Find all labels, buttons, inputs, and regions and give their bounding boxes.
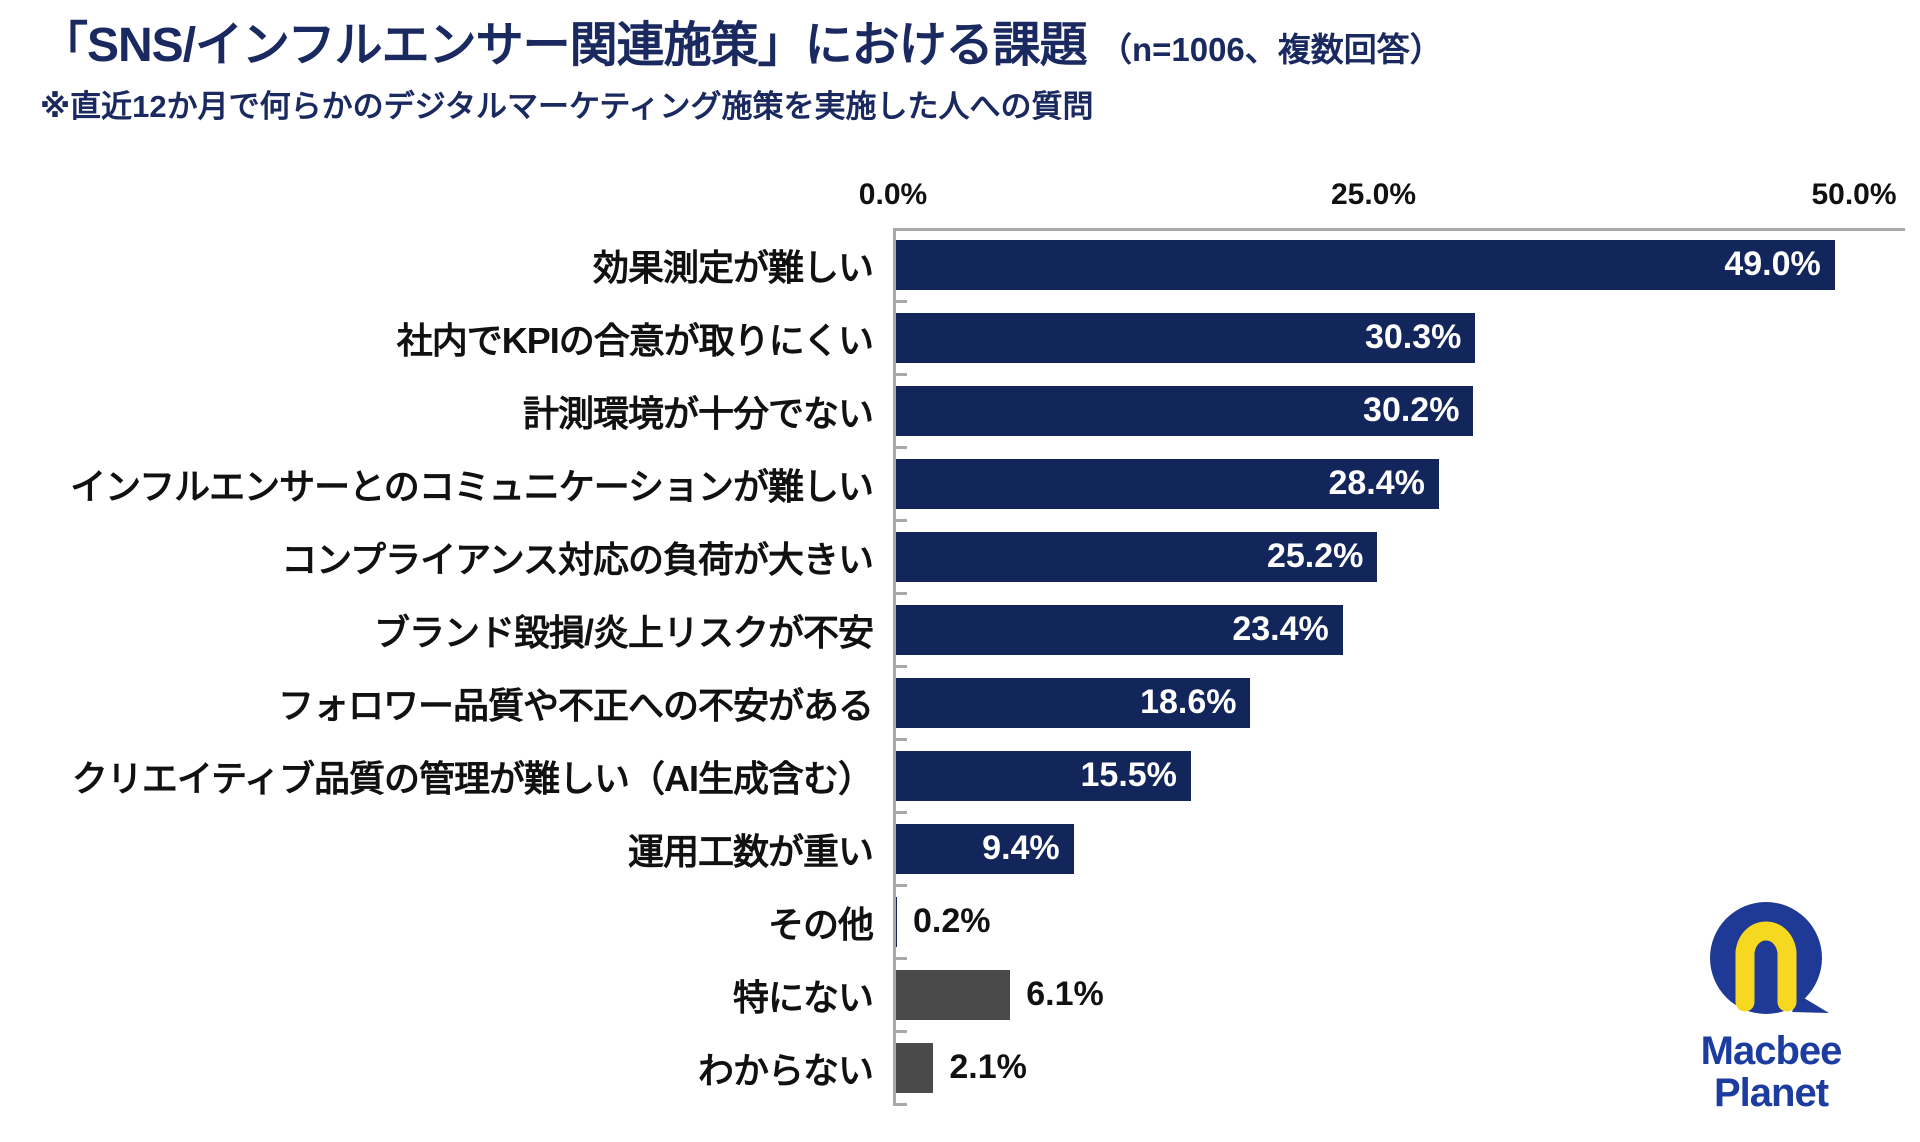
bar: 25.2% bbox=[893, 531, 1378, 582]
bar: 18.6% bbox=[893, 677, 1251, 728]
logo-text-line1: Macbee bbox=[1700, 1029, 1843, 1073]
bar-row: クリエイティブ品質の管理が難しい（AI生成含む） 15.5% bbox=[40, 739, 1905, 814]
bar-track: 49.0% bbox=[893, 228, 1905, 303]
page-title: 「SNS/インフルエンサー関連施策」における課題 （n=1006、複数回答） bbox=[40, 18, 1443, 73]
bar-row: その他 0.2% bbox=[40, 885, 1905, 960]
bar: 30.2% bbox=[893, 385, 1474, 436]
value-label: 28.4% bbox=[1328, 464, 1425, 502]
category-label: フォロワー品質や不正への不安がある bbox=[277, 684, 874, 726]
value-label: 15.5% bbox=[1080, 756, 1177, 794]
bar-row: わからない 2.1% bbox=[40, 1031, 1905, 1106]
bar-row: 計測環境が十分でない 30.2% bbox=[40, 374, 1905, 449]
axis-boundary-tick bbox=[893, 811, 907, 814]
plot-area: 効果測定が難しい 49.0% 社内でKPIの合意が取りにくい 30.3% 計測環境が十分… bbox=[40, 228, 1905, 1106]
bar-row: ブランド毀損/炎上リスクが不安 23.4% bbox=[40, 593, 1905, 668]
category-label: 特にない bbox=[732, 976, 874, 1018]
bar-row: インフルエンサーとのコミュニケーションが難しい 28.4% bbox=[40, 447, 1905, 522]
bar-track: 30.2% bbox=[893, 374, 1905, 449]
axis-boundary-tick bbox=[893, 738, 907, 741]
value-label: 2.1% bbox=[949, 1048, 1027, 1086]
value-label: 49.0% bbox=[1724, 245, 1821, 283]
bar-track: 9.4% bbox=[893, 812, 1905, 887]
bar-row: 効果測定が難しい 49.0% bbox=[40, 228, 1905, 303]
value-label: 25.2% bbox=[1266, 537, 1364, 575]
bar bbox=[893, 969, 1011, 1020]
x-axis: 0.0% 25.0% 50.0% bbox=[859, 168, 1905, 212]
bar-track: 6.1% bbox=[893, 958, 1905, 1033]
bar-track: 28.4% bbox=[893, 447, 1905, 522]
category-label: 運用工数が重い bbox=[627, 830, 874, 872]
bar-track: 23.4% bbox=[893, 593, 1905, 668]
x-tick-label: 0.0% bbox=[858, 178, 928, 211]
value-label: 0.2% bbox=[913, 902, 991, 940]
category-label: インフルエンサーとのコミュニケーションが難しい bbox=[70, 465, 874, 507]
macbee-planet-logo: Macbee Planet bbox=[1656, 898, 1886, 1114]
axis-boundary-tick bbox=[893, 665, 907, 668]
bar: 30.3% bbox=[893, 312, 1476, 363]
axis-boundary-tick bbox=[893, 592, 907, 595]
category-label: その他 bbox=[767, 903, 874, 945]
bar-track: 2.1% bbox=[893, 1031, 1905, 1106]
axis-boundary-tick bbox=[893, 1030, 907, 1033]
bar: 49.0% bbox=[893, 239, 1835, 290]
bar-row: 運用工数が重い 9.4% bbox=[40, 812, 1905, 887]
value-label: 6.1% bbox=[1026, 975, 1104, 1013]
bar: 9.4% bbox=[893, 823, 1074, 874]
category-label: わからない bbox=[697, 1049, 874, 1091]
axis-boundary-tick bbox=[893, 446, 907, 449]
axis-boundary-tick bbox=[893, 519, 907, 522]
bar: 15.5% bbox=[893, 750, 1191, 801]
category-label: コンプライアンス対応の負荷が大きい bbox=[281, 538, 874, 580]
category-label: クリエイティブ品質の管理が難しい（AI生成含む） bbox=[71, 757, 874, 799]
axis-boundary-tick bbox=[893, 1103, 907, 1106]
logo-text-line2: Planet bbox=[1713, 1071, 1829, 1115]
value-label: 23.4% bbox=[1232, 610, 1329, 648]
category-label: 計測環境が十分でない bbox=[522, 392, 874, 434]
bar-chart: 0.0% 25.0% 50.0% 効果測定が難しい 49.0% 社内でKPIの合意が取り… bbox=[40, 168, 1905, 1106]
bar-track: 15.5% bbox=[893, 739, 1905, 814]
value-label: 30.2% bbox=[1363, 391, 1460, 429]
value-label: 30.3% bbox=[1364, 318, 1462, 356]
bar-row: 社内でKPIの合意が取りにくい 30.3% bbox=[40, 301, 1905, 376]
bar: 23.4% bbox=[893, 604, 1343, 655]
chart-header: 「SNS/インフルエンサー関連施策」における課題 （n=1006、複数回答） ※… bbox=[40, 18, 1443, 126]
axis-boundary-tick bbox=[893, 300, 907, 303]
title-main: 「SNS/インフルエンサー関連施策」における課題 bbox=[40, 19, 1088, 72]
x-tick-label: 50.0% bbox=[1811, 178, 1897, 211]
macbee-planet-logo-mark bbox=[1710, 902, 1829, 1014]
axis-boundary-tick bbox=[893, 884, 907, 887]
category-label: 社内でKPIの合意が取りにくい bbox=[396, 319, 874, 361]
bar-row: フォロワー品質や不正への不安がある 18.6% bbox=[40, 666, 1905, 741]
bar-row: 特にない 6.1% bbox=[40, 958, 1905, 1033]
category-label: ブランド毀損/炎上リスクが不安 bbox=[373, 611, 874, 653]
bar: 28.4% bbox=[893, 458, 1439, 509]
bar-track: 30.3% bbox=[893, 301, 1905, 376]
title-note: （n=1006、複数回答） bbox=[1098, 31, 1443, 68]
bar-track: 25.2% bbox=[893, 520, 1905, 595]
bar bbox=[893, 1042, 934, 1093]
value-label: 18.6% bbox=[1140, 683, 1237, 721]
category-label: 効果測定が難しい bbox=[592, 246, 874, 288]
x-axis-line bbox=[893, 228, 1905, 231]
chart-subtitle: ※直近12か月で何らかのデジタルマーケティング施策を実施した人への質問 bbox=[40, 89, 1094, 125]
axis-boundary-tick bbox=[893, 957, 907, 960]
axis-boundary-tick bbox=[893, 373, 907, 376]
bar-row: コンプライアンス対応の負荷が大きい 25.2% bbox=[40, 520, 1905, 595]
value-label: 9.4% bbox=[982, 829, 1060, 867]
bar-track: 18.6% bbox=[893, 666, 1905, 741]
x-tick-label: 25.0% bbox=[1330, 178, 1417, 211]
